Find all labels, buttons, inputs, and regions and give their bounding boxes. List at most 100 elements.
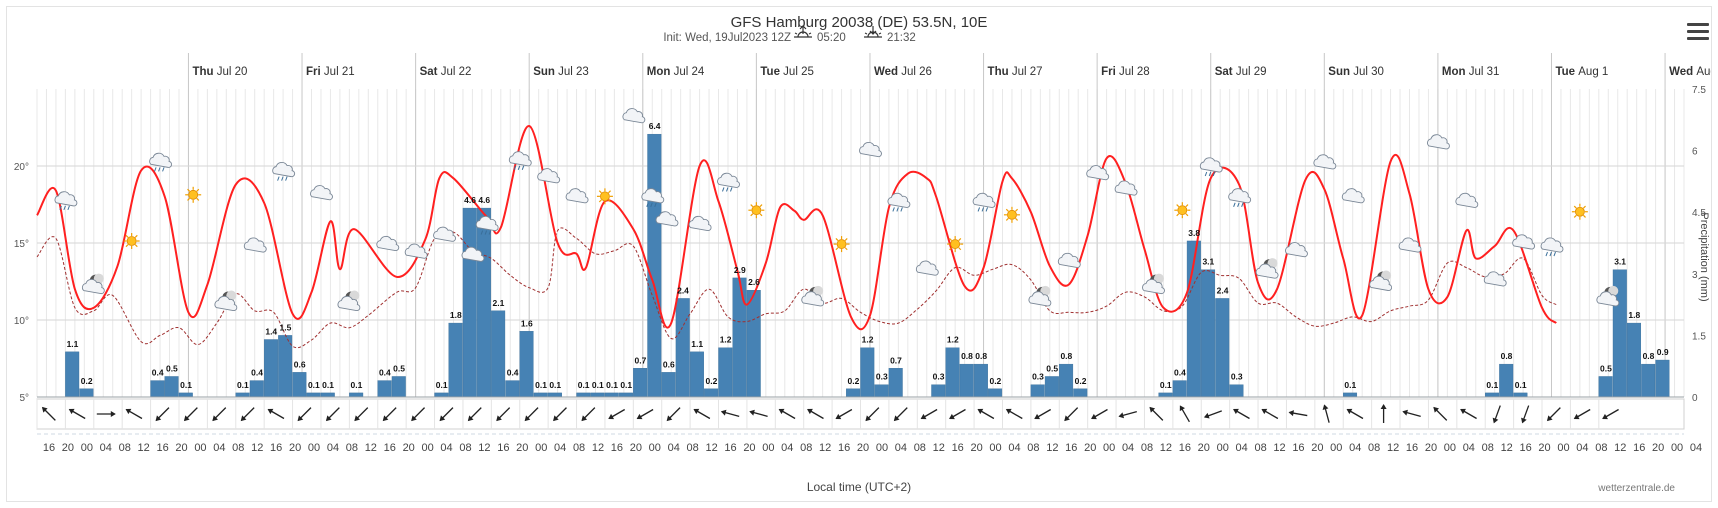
- hour-tick-label: 16: [497, 442, 509, 454]
- wind-arrow-head: [636, 413, 643, 420]
- y2-tick-label: 4.5: [1692, 208, 1706, 219]
- cloud-shape: [1114, 180, 1138, 196]
- cloud-shape: [1255, 263, 1279, 279]
- precip-label: 0.1: [436, 380, 448, 390]
- precip-label: 1.6: [521, 318, 533, 328]
- rain-drop: [896, 207, 899, 212]
- wind-arrow-icon: [835, 408, 853, 420]
- wind-arrow-icon: [1203, 410, 1222, 419]
- wind-arrow-icon: [553, 407, 567, 422]
- sun-disc: [950, 239, 961, 249]
- sunrise-icon: [794, 25, 812, 38]
- cloud-shape: [404, 243, 428, 259]
- rain-drop: [154, 167, 157, 172]
- rain-drop: [1545, 251, 1548, 257]
- precip-bar: [860, 347, 875, 398]
- hour-tick-label: 08: [232, 442, 244, 454]
- precip-bar: [1485, 392, 1500, 398]
- wind-arrow-icon: [183, 407, 198, 422]
- wind-arrow-head: [68, 408, 75, 415]
- sun-ray: [187, 188, 191, 192]
- precip-bar: [689, 351, 704, 398]
- sun-ray: [1176, 204, 1180, 208]
- sunrise-time: 05:20: [817, 32, 846, 44]
- wind-arrow-head: [553, 415, 559, 422]
- wind-arrow-icon: [977, 408, 995, 420]
- sun-disc: [836, 239, 847, 249]
- wind-arrow-head: [212, 415, 218, 422]
- hour-tick-label: 04: [1690, 442, 1702, 454]
- precip-bar: [462, 207, 477, 398]
- y2-tick-label: 1.5: [1692, 331, 1706, 342]
- precipitation-labels: 1.10.20.4 0.50.1 0.10.41.4 1.50.60.1 0.1 0.10…: [67, 121, 1669, 390]
- precip-bar: [604, 392, 619, 398]
- precip-bar: [476, 207, 491, 398]
- cloud-shape: [272, 162, 296, 178]
- wind-arrow-head: [325, 415, 332, 422]
- wind-arrow-head: [1433, 406, 1439, 413]
- moon-cloud-icon: [1255, 258, 1279, 279]
- rain-cloud-icon: [1540, 237, 1564, 257]
- sun-ray: [750, 213, 754, 217]
- precip-label: 0.4: [251, 368, 263, 378]
- sun-ray: [844, 247, 848, 251]
- sun-disc: [600, 191, 610, 202]
- cloud-icon: [1285, 242, 1308, 258]
- cloud-shape: [537, 168, 561, 184]
- precip-bar: [888, 368, 903, 398]
- cloud-icon: [376, 235, 400, 251]
- precip-bar: [618, 392, 633, 398]
- hour-tick-label: 16: [43, 442, 55, 454]
- cloud-icon: [1427, 134, 1450, 150]
- sunset-icon: [864, 26, 882, 38]
- wind-arrow-icon: [949, 408, 966, 420]
- hour-tick-label: 20: [289, 442, 301, 454]
- precip-bar: [79, 388, 94, 398]
- precip-bar: [164, 376, 179, 398]
- rain-drop: [726, 187, 729, 192]
- rain-drop: [162, 167, 165, 172]
- rain-drop: [513, 165, 517, 171]
- precip-bar: [1059, 363, 1074, 398]
- wind-arrow-icon: [1573, 408, 1591, 420]
- day-header-band: [37, 53, 1684, 89]
- hour-tick-label: 20: [857, 442, 869, 454]
- precip-bar: [590, 392, 605, 398]
- hour-tick-label: 08: [573, 442, 585, 454]
- wind-arrow-head: [1179, 405, 1185, 412]
- sun-ray: [125, 234, 129, 238]
- wind-arrow-icon: [720, 409, 740, 417]
- sun-ray: [196, 197, 200, 201]
- wind-arrow-icon: [1233, 408, 1250, 420]
- hour-tick-label: 00: [308, 442, 320, 454]
- wind-arrow-head: [467, 415, 474, 422]
- menu-icon[interactable]: [1687, 23, 1709, 41]
- cloud-icon: [310, 185, 333, 201]
- wind-arrow-icon: [1322, 404, 1330, 423]
- precip-label: 0.4: [152, 368, 164, 378]
- rain-cloud-icon: [1228, 188, 1252, 207]
- hour-tick-label: 08: [1141, 442, 1153, 454]
- wind-arrow-head: [749, 409, 755, 416]
- wind-arrow-head: [297, 415, 304, 422]
- hour-tick-label: 04: [100, 442, 112, 454]
- x-axis-label: Local time (UTC+2): [807, 480, 911, 494]
- sun-ray: [958, 247, 962, 251]
- sun-cloud-icon: [1571, 203, 1588, 220]
- cloud-shape: [1369, 275, 1393, 291]
- wind-arrow-head: [439, 415, 446, 422]
- precip-bar: [377, 380, 392, 398]
- sun-ray: [598, 199, 602, 203]
- precip-label: 0.1: [180, 380, 192, 390]
- precip-bar: [434, 392, 449, 398]
- wind-arrow-icon: [666, 407, 681, 422]
- wind-arrow-icon: [1091, 408, 1108, 420]
- hour-tick-label: 12: [1273, 442, 1285, 454]
- wind-arrow-head: [949, 413, 955, 420]
- rain-cloud-icon: [149, 152, 173, 172]
- precip-bar: [945, 347, 960, 398]
- cloud-shape: [1313, 154, 1337, 170]
- hour-tick-label: 16: [724, 442, 736, 454]
- sun-disc: [1007, 209, 1017, 220]
- moon-cloud-icon: [337, 290, 361, 311]
